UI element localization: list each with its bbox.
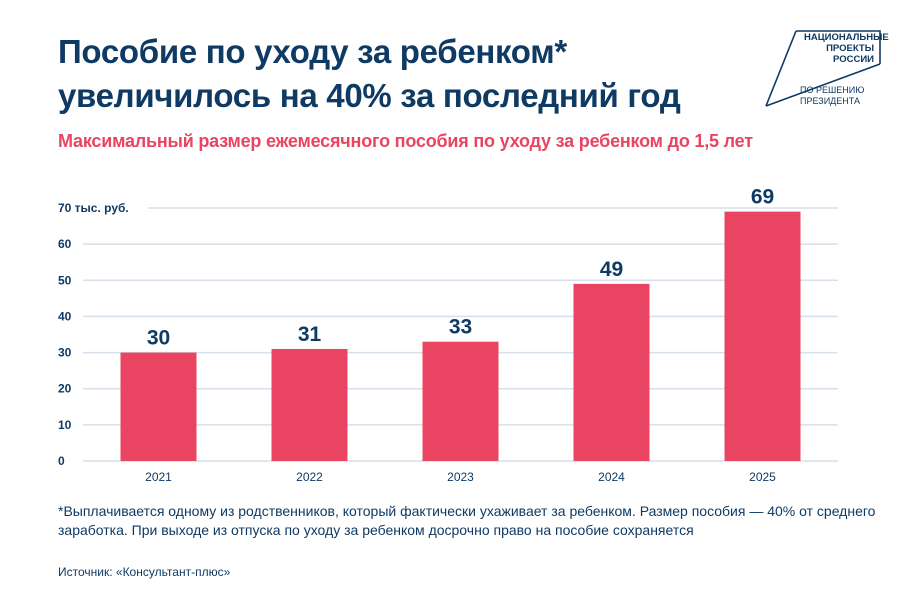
y-tick-label: 70 тыс. руб. — [58, 201, 129, 215]
y-tick-label: 20 — [58, 382, 72, 396]
y-tick-label: 60 — [58, 237, 72, 251]
x-tick-label: 2023 — [447, 470, 474, 484]
x-tick-label: 2021 — [145, 470, 172, 484]
x-tick-label: 2022 — [296, 470, 323, 484]
x-tick-label: 2024 — [598, 470, 625, 484]
data-label: 30 — [147, 327, 170, 350]
x-tick-label: 2025 — [749, 470, 776, 484]
y-tick-label: 50 — [58, 273, 72, 287]
chart-subtitle: Максимальный размер ежемесячного пособия… — [58, 131, 753, 151]
bar-2023 — [422, 341, 499, 461]
bar-2021 — [120, 352, 197, 461]
logo-line: ПРЕЗИДЕНТА — [800, 96, 860, 106]
title-line-2: увеличилось на 40% за последний год — [58, 77, 681, 114]
source-note: Источник: «Консультант-плюс» — [58, 565, 231, 579]
bar-2024 — [573, 283, 650, 461]
y-tick-label: 30 — [58, 346, 72, 360]
y-tick-label: 40 — [58, 309, 72, 323]
title-line-1: Пособие по уходу за ребенком* — [58, 33, 567, 70]
y-tick-label: 0 — [58, 454, 65, 468]
data-label: 33 — [449, 316, 472, 339]
national-projects-logo: НАЦИОНАЛЬНЫЕ ПРОЕКТЫ РОССИИ ПО РЕШЕНИЮ П… — [762, 30, 889, 110]
logo-line: ПО РЕШЕНИЮ — [800, 85, 865, 95]
data-label: 69 — [751, 186, 774, 209]
y-tick-label: 10 — [58, 418, 72, 432]
logo-line: ПРОЕКТЫ — [826, 43, 874, 54]
data-label: 49 — [600, 258, 623, 281]
data-label: 31 — [298, 323, 322, 346]
logo-title: НАЦИОНАЛЬНЫЕ ПРОЕКТЫ РОССИИ — [804, 32, 889, 65]
bar-2025 — [724, 211, 801, 461]
footnote: *Выплачивается одному из родственников, … — [58, 503, 876, 538]
bar-2022 — [271, 348, 348, 461]
logo-frame-icon — [765, 30, 881, 107]
logo-subtitle: ПО РЕШЕНИЮ ПРЕЗИДЕНТА — [800, 85, 880, 107]
bar-chart: 0 10 20 30 40 50 60 70 тыс. руб. 30 2021 31 2022 33… — [58, 186, 838, 484]
logo-line: РОССИИ — [833, 54, 874, 65]
page-title: Пособие по уходу за ребенком* увеличилос… — [58, 30, 681, 118]
logo-line: НАЦИОНАЛЬНЫЕ — [804, 32, 889, 43]
